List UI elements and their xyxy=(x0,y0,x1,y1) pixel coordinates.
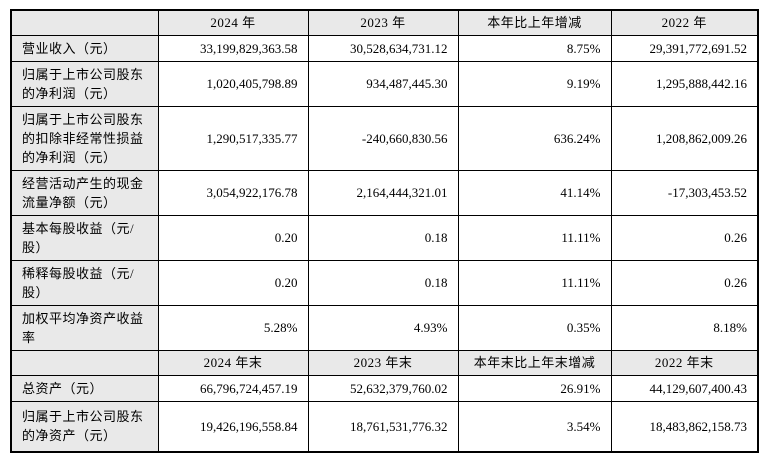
row-label: 归属于上市公司股东的净利润（元） xyxy=(10,60,159,107)
value-change: 11.11% xyxy=(457,259,612,306)
table-row-net-profit-excl-nonrecurring: 归属于上市公司股东的扣除非经常性损益的净利润（元） 1,290,517,335.… xyxy=(10,105,759,171)
value-2024: 19,426,196,558.84 xyxy=(157,400,309,453)
value-2024: 1,290,517,335.77 xyxy=(157,105,309,171)
value-2024: 0.20 xyxy=(157,214,309,261)
value-2022: -17,303,453.52 xyxy=(610,169,759,216)
value-change: 3.54% xyxy=(457,400,612,453)
table-row-basic-eps: 基本每股收益（元/股） 0.20 0.18 11.11% 0.26 xyxy=(10,214,759,261)
table-row-total-assets: 总资产（元） 66,796,724,457.19 52,632,379,760.… xyxy=(10,374,759,402)
header-2023: 2023 年 xyxy=(307,9,459,36)
table-row-revenue: 营业收入（元） 33,199,829,363.58 30,528,634,731… xyxy=(10,34,759,62)
table-row-weighted-avg-roe: 加权平均净资产收益率 5.28% 4.93% 0.35% 8.18% xyxy=(10,304,759,351)
value-2022: 0.26 xyxy=(610,259,759,306)
header-corner-cell xyxy=(10,9,159,36)
header-2022-year-end: 2022 年末 xyxy=(610,349,759,376)
value-2022: 1,208,862,009.26 xyxy=(610,105,759,171)
table-row-net-assets: 归属于上市公司股东的净资产（元） 19,426,196,558.84 18,76… xyxy=(10,400,759,453)
table-row-diluted-eps: 稀释每股收益（元/股） 0.20 0.18 11.11% 0.26 xyxy=(10,259,759,306)
value-change: 636.24% xyxy=(457,105,612,171)
value-2022: 29,391,772,691.52 xyxy=(610,34,759,62)
table-row-net-profit: 归属于上市公司股东的净利润（元） 1,020,405,798.89 934,48… xyxy=(10,60,759,107)
value-2024: 1,020,405,798.89 xyxy=(157,60,309,107)
table-header-annual: 2024 年 2023 年 本年比上年增减 2022 年 xyxy=(10,9,759,36)
value-2023: 2,164,444,321.01 xyxy=(307,169,459,216)
value-change: 0.35% xyxy=(457,304,612,351)
header-2022: 2022 年 xyxy=(610,9,759,36)
row-label: 经营活动产生的现金流量净额（元） xyxy=(10,169,159,216)
value-2024: 3,054,922,176.78 xyxy=(157,169,309,216)
value-2023: 0.18 xyxy=(307,214,459,261)
header-year-end-change: 本年末比上年末增减 xyxy=(457,349,612,376)
header-corner-cell xyxy=(10,349,159,376)
row-label: 归属于上市公司股东的扣除非经常性损益的净利润（元） xyxy=(10,105,159,171)
value-2022: 8.18% xyxy=(610,304,759,351)
value-2023: 4.93% xyxy=(307,304,459,351)
value-change: 8.75% xyxy=(457,34,612,62)
value-2023: 52,632,379,760.02 xyxy=(307,374,459,402)
header-2024: 2024 年 xyxy=(157,9,309,36)
value-2024: 0.20 xyxy=(157,259,309,306)
header-yoy-change: 本年比上年增减 xyxy=(457,9,612,36)
value-2023: 0.18 xyxy=(307,259,459,306)
value-2024: 33,199,829,363.58 xyxy=(157,34,309,62)
value-2023: -240,660,830.56 xyxy=(307,105,459,171)
value-2024: 66,796,724,457.19 xyxy=(157,374,309,402)
table-header-year-end: 2024 年末 2023 年末 本年末比上年末增减 2022 年末 xyxy=(10,349,759,376)
row-label: 基本每股收益（元/股） xyxy=(10,214,159,261)
value-change: 9.19% xyxy=(457,60,612,107)
header-2024-year-end: 2024 年末 xyxy=(157,349,309,376)
row-label: 稀释每股收益（元/股） xyxy=(10,259,159,306)
value-2024: 5.28% xyxy=(157,304,309,351)
row-label: 总资产（元） xyxy=(10,374,159,402)
row-label: 加权平均净资产收益率 xyxy=(10,304,159,351)
value-2022: 1,295,888,442.16 xyxy=(610,60,759,107)
value-2022: 18,483,862,158.73 xyxy=(610,400,759,453)
value-2023: 30,528,634,731.12 xyxy=(307,34,459,62)
financial-summary-table: 2024 年 2023 年 本年比上年增减 2022 年 营业收入（元） 33,… xyxy=(10,9,759,453)
table-row-operating-cash-flow: 经营活动产生的现金流量净额（元） 3,054,922,176.78 2,164,… xyxy=(10,169,759,216)
value-change: 11.11% xyxy=(457,214,612,261)
row-label: 营业收入（元） xyxy=(10,34,159,62)
value-change: 26.91% xyxy=(457,374,612,402)
value-change: 41.14% xyxy=(457,169,612,216)
value-2022: 44,129,607,400.43 xyxy=(610,374,759,402)
value-2023: 18,761,531,776.32 xyxy=(307,400,459,453)
value-2023: 934,487,445.30 xyxy=(307,60,459,107)
value-2022: 0.26 xyxy=(610,214,759,261)
header-2023-year-end: 2023 年末 xyxy=(307,349,459,376)
row-label: 归属于上市公司股东的净资产（元） xyxy=(10,400,159,453)
page: 2024 年 2023 年 本年比上年增减 2022 年 营业收入（元） 33,… xyxy=(10,9,759,453)
